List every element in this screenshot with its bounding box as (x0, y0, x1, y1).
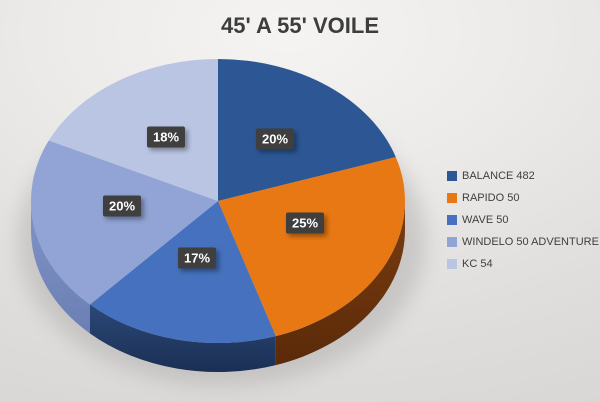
legend-item-label: WINDELO 50 ADVENTURE (462, 236, 599, 248)
pie-slice-rim-windelo-50-adventure (31, 201, 90, 334)
legend-swatch-icon (447, 237, 457, 247)
legend-item-wave-50[interactable]: WAVE 50 (447, 209, 599, 231)
pie-slice-windelo-50-adventure[interactable] (30, 140, 219, 305)
legend-item-label: KC 54 (462, 258, 493, 270)
legend-item-rapido-50[interactable]: RAPIDO 50 (447, 187, 599, 209)
legend-item-label: RAPIDO 50 (462, 192, 520, 204)
legend-item-label: WAVE 50 (462, 214, 509, 226)
legend-item-label: BALANCE 482 (462, 170, 535, 182)
legend-item-balance-482[interactable]: BALANCE 482 (447, 165, 599, 187)
data-label-rapido-50: 25% (285, 212, 325, 234)
pie-slice-wave-50[interactable] (90, 201, 276, 344)
pie-slice-balance-482[interactable] (218, 59, 396, 201)
data-label-windelo-50-adventure: 20% (102, 195, 142, 217)
legend-swatch-icon (447, 193, 457, 203)
legend-item-windelo-50-adventure[interactable]: WINDELO 50 ADVENTURE (447, 231, 599, 253)
pie-slice-kc-54[interactable] (48, 58, 218, 201)
legend: BALANCE 482 RAPIDO 50 WAVE 50 WINDELO 50 AD… (447, 165, 599, 275)
pie-slice-rapido-50[interactable] (218, 157, 405, 337)
pie-slice-rim-wave-50 (90, 304, 276, 373)
pie-slice-rim-rapido-50 (275, 201, 406, 366)
legend-item-kc-54[interactable]: KC 54 (447, 253, 599, 275)
data-label-kc-54: 18% (146, 126, 186, 148)
legend-swatch-icon (447, 259, 457, 269)
data-label-balance-482: 20% (255, 128, 295, 150)
legend-swatch-icon (447, 215, 457, 225)
chart-title: 45' A 55' VOILE (220, 13, 379, 38)
legend-swatch-icon (447, 171, 457, 181)
data-label-wave-50: 17% (177, 247, 217, 269)
